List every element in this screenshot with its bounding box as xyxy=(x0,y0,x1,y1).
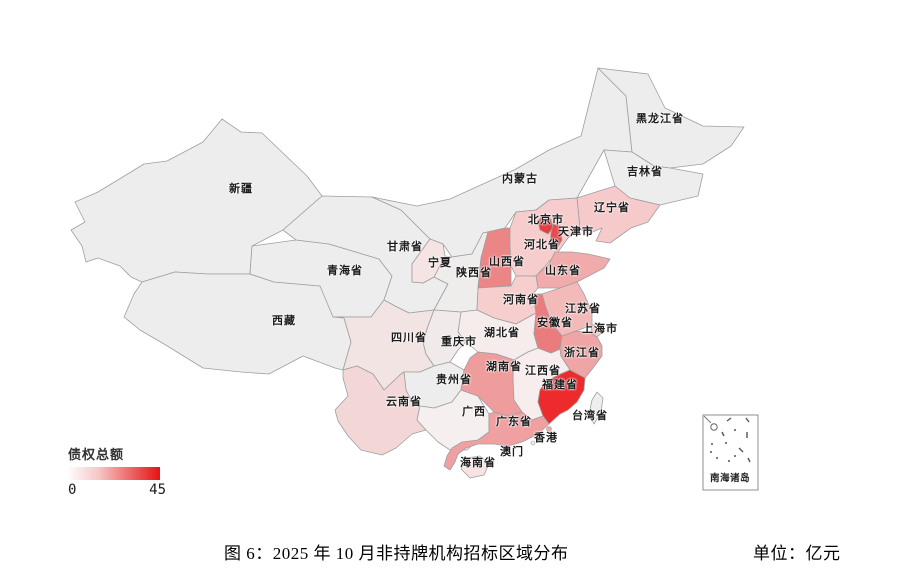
province-label-hunan: 湖南省 xyxy=(486,361,522,373)
province-label-hongkong: 香港 xyxy=(534,432,558,444)
province-label-anhui: 安徽省 xyxy=(537,317,573,329)
province-label-xinjiang: 新疆 xyxy=(229,183,253,195)
province-label-jiangxi: 江西省 xyxy=(525,365,561,377)
province-label-guizhou: 贵州省 xyxy=(436,374,472,386)
province-label-hebei: 河北省 xyxy=(524,239,560,251)
province-label-qinghai: 青海省 xyxy=(327,265,363,277)
province-label-jiangsu: 江苏省 xyxy=(565,303,601,315)
region-shandong xyxy=(535,251,611,289)
province-label-tianjin: 天津市 xyxy=(558,226,594,238)
region-shanghai xyxy=(590,323,605,338)
legend: 债权总额 0 45 xyxy=(68,444,178,498)
province-label-zhejiang: 浙江省 xyxy=(564,347,600,359)
province-label-beijing: 北京市 xyxy=(528,214,564,226)
province-label-chongqing: 重庆市 xyxy=(441,336,477,348)
region-liaoning xyxy=(576,185,661,244)
south-china-sea-inset xyxy=(702,414,759,491)
province-label-xizang: 西藏 xyxy=(272,315,296,327)
legend-scale: 0 45 xyxy=(68,482,166,498)
region-heilongjiang xyxy=(597,67,745,169)
inset-label: 南海诸岛 xyxy=(709,474,751,484)
province-label-yunnan: 云南省 xyxy=(386,396,422,408)
province-label-taiwan: 台湾省 xyxy=(572,410,608,422)
province-label-neimenggu: 内蒙古 xyxy=(502,173,538,185)
province-label-ningxia: 宁夏 xyxy=(428,257,452,269)
legend-max-label: 45 xyxy=(149,482,166,498)
legend-title: 债权总额 xyxy=(68,447,125,462)
region-guangdong xyxy=(443,411,550,471)
province-label-macau: 澳门 xyxy=(500,446,524,458)
province-label-liaoning: 辽宁省 xyxy=(594,202,630,214)
legend-min-label: 0 xyxy=(68,482,77,498)
legend-gradient-bar xyxy=(68,467,160,480)
province-label-hubei: 湖北省 xyxy=(484,327,520,339)
unit-label: 单位：亿元 xyxy=(753,544,841,563)
region-hongkong-dot xyxy=(546,426,552,432)
province-label-jilin: 吉林省 xyxy=(627,166,663,178)
region-tianjin xyxy=(549,223,563,251)
province-label-shanxi: 山西省 xyxy=(489,256,525,268)
province-label-heilongjiang: 黑龙江省 xyxy=(636,113,684,125)
province-label-henan: 河南省 xyxy=(503,294,539,306)
province-label-guangxi: 广西 xyxy=(462,406,486,418)
province-label-sichuan: 四川省 xyxy=(391,332,427,344)
region-taiwan xyxy=(588,391,604,425)
region-beijing xyxy=(537,214,554,235)
province-label-shanghai: 上海市 xyxy=(582,323,618,335)
region-hainan xyxy=(460,455,490,479)
province-label-hainan: 海南省 xyxy=(460,457,496,469)
province-label-shaanxi: 陕西省 xyxy=(456,267,492,279)
figure-caption: 图 6：2025 年 10 月非持牌机构招标区域分布 xyxy=(224,544,569,563)
province-label-fujian: 福建省 xyxy=(542,379,578,391)
region-ningxia xyxy=(411,238,446,284)
region-xizang xyxy=(123,271,352,375)
province-label-guangdong: 广东省 xyxy=(496,416,532,428)
region-macau-dot xyxy=(530,440,536,446)
province-label-gansu: 甘肃省 xyxy=(387,241,423,253)
province-label-shandong: 山东省 xyxy=(545,265,581,277)
